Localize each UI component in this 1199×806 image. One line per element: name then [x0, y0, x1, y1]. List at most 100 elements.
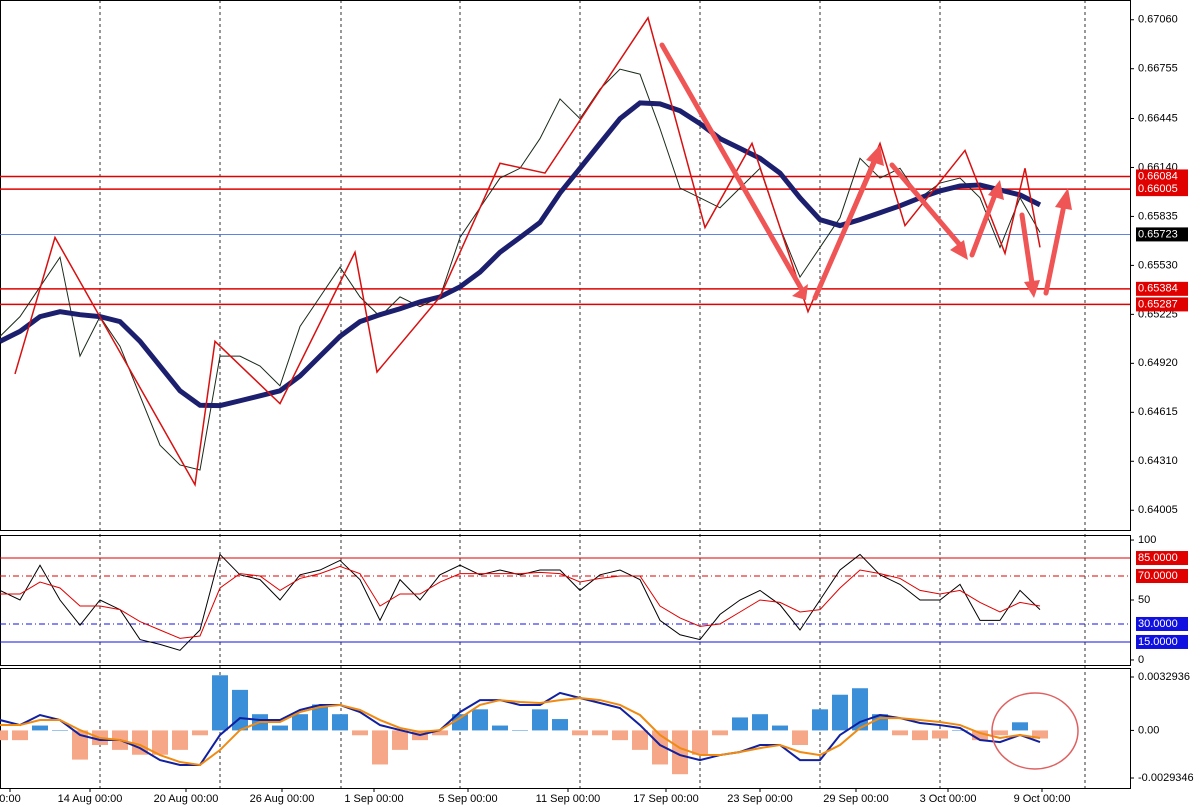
histogram-bar: [272, 725, 288, 731]
histogram-bar: [472, 709, 488, 731]
histogram-bar: [172, 730, 188, 750]
histogram-bar: [72, 730, 88, 760]
price-label-box: [1136, 169, 1188, 184]
arrowhead: [988, 180, 1004, 200]
x-tick-label: 1 Sep 00:00: [344, 793, 403, 805]
histogram-bar: [32, 725, 48, 731]
x-tick-label: 26 Aug 00:00: [250, 793, 315, 805]
level-label-box: [1136, 634, 1188, 649]
level-label: 15.0000: [1138, 636, 1178, 648]
y-tick-label: 0.65835: [1138, 210, 1178, 222]
y-tick-label: 0.66445: [1138, 112, 1178, 124]
y-tick-label: 0.64920: [1138, 357, 1178, 369]
y-tick-label: 100: [1138, 534, 1156, 546]
histogram-bar: [292, 714, 308, 731]
arrowhead: [950, 240, 968, 260]
histogram-bar: [52, 730, 68, 731]
histogram-bar: [552, 719, 568, 731]
arrow: [812, 155, 879, 301]
arrow: [1019, 212, 1035, 286]
histogram-bar: [932, 730, 948, 739]
y-tick-label: 0.64615: [1138, 406, 1178, 418]
histogram-bar: [852, 688, 868, 731]
histogram-bar: [652, 730, 668, 765]
histogram-bar: [672, 730, 688, 775]
arrow: [969, 189, 999, 258]
histogram-bar: [232, 689, 248, 731]
x-tick-label: 3 Oct 00:00: [920, 793, 977, 805]
series-line: [0, 553, 1041, 651]
arrow: [1043, 202, 1067, 296]
histogram-bar: [372, 730, 388, 765]
level-label: 30.0000: [1138, 618, 1178, 630]
arrowhead: [866, 145, 884, 166]
y-tick-label: 0.00: [1138, 724, 1159, 736]
level-label-box: [1136, 569, 1188, 584]
histogram-bar: [772, 725, 788, 731]
series-line: [0, 100, 1042, 409]
y-tick-label: 0: [1138, 654, 1144, 666]
x-tick-label: 5 Sep 00:00: [438, 793, 497, 805]
histogram-bar: [312, 704, 328, 731]
arrow: [889, 162, 963, 248]
histogram-bar: [532, 709, 548, 731]
price-label-box: [1136, 227, 1188, 242]
histogram-bar: [732, 717, 748, 731]
histogram-bar: [612, 730, 628, 741]
histogram-bar: [952, 730, 968, 731]
highlight-circle: [991, 692, 1079, 770]
y-tick-label: 0.67060: [1138, 14, 1178, 26]
level-label: 70.0000: [1138, 570, 1178, 582]
histogram-bar: [752, 714, 768, 731]
histogram-bar: [1012, 722, 1028, 731]
y-tick-label: 0.66755: [1138, 63, 1178, 75]
histogram-bar: [1032, 730, 1048, 739]
series-line: [0, 696, 1041, 767]
histogram-bar: [812, 709, 828, 731]
histogram-bar: [332, 714, 348, 731]
level-label: 85.0000: [1138, 552, 1178, 564]
price-label: 0.65287: [1138, 298, 1178, 310]
histogram-bar: [912, 730, 928, 741]
histogram-bar: [632, 730, 648, 750]
histogram-bar: [492, 725, 508, 731]
arrow: [659, 42, 805, 293]
histogram-bar: [0, 730, 8, 741]
arrow-annotations: [659, 42, 1072, 301]
histogram-bar: [152, 730, 168, 755]
histogram-bar: [892, 730, 908, 736]
histogram-bar: [592, 730, 608, 736]
price-label: 0.66084: [1138, 170, 1178, 182]
x-tick-label: 17 Sep 00:00: [633, 793, 698, 805]
price-label: 0.66005: [1138, 183, 1178, 195]
price-label-box: [1136, 281, 1188, 296]
y-tick-label: 0.0032936: [1138, 671, 1190, 683]
histogram-bar: [432, 730, 448, 736]
y-tick-label: 0.64005: [1138, 504, 1178, 516]
histogram-bar: [792, 730, 808, 746]
x-tick-label: 29 Sep 00:00: [823, 793, 888, 805]
zigzag-line: [14, 16, 1041, 488]
histogram-bar: [992, 730, 1008, 736]
x-tick-label: 0:00: [0, 793, 21, 805]
y-tick-label: 0.65530: [1138, 259, 1178, 271]
series-line: [0, 691, 1041, 766]
histogram-bar: [132, 730, 148, 755]
price-label-box: [1136, 297, 1188, 312]
x-tick-label: 23 Sep 00:00: [727, 793, 792, 805]
level-label-box: [1136, 616, 1188, 631]
y-tick-label: -0.0029346: [1138, 772, 1194, 784]
price-label: 0.65384: [1138, 283, 1178, 295]
x-tick-label: 11 Sep 00:00: [536, 793, 601, 805]
histogram-bar: [832, 694, 848, 731]
series-line: [0, 565, 1041, 639]
x-tick-label: 14 Aug 00:00: [58, 793, 123, 805]
price-label-box: [1136, 182, 1188, 197]
arrowhead: [1055, 188, 1072, 210]
y-tick-label: 0.64310: [1138, 455, 1178, 467]
histogram-bar: [712, 730, 728, 736]
arrowhead: [792, 284, 808, 300]
price-label: 0.65723: [1138, 228, 1178, 240]
